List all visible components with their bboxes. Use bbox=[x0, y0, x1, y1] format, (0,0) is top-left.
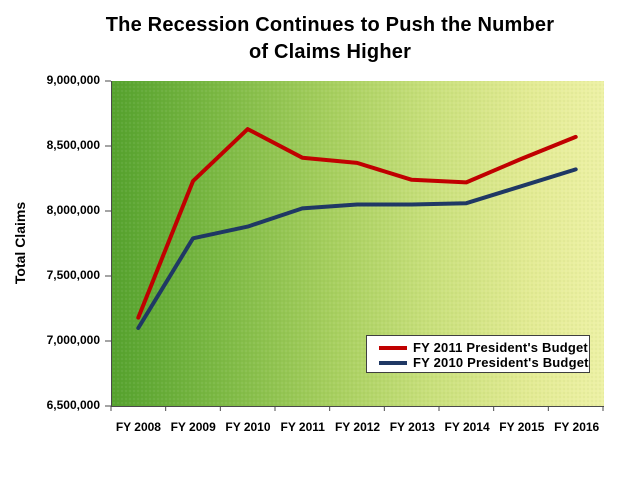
x-tick-label: FY 2009 bbox=[170, 420, 216, 434]
legend-item-fy2011-budget: FY 2011 President's Budget bbox=[379, 340, 588, 355]
x-tick-label: FY 2015 bbox=[499, 420, 545, 434]
y-tick-label: 7,500,000 bbox=[46, 268, 100, 282]
legend-label: FY 2011 President's Budget bbox=[413, 340, 588, 355]
x-tick-label: FY 2008 bbox=[115, 420, 161, 434]
legend-item-fy2010-budget: FY 2010 President's Budget bbox=[379, 355, 588, 370]
x-axis-tick-labels: FY 2008 FY 2009 FY 2010 FY 2011 FY 2012 FY 20… bbox=[111, 420, 604, 434]
legend-label: FY 2010 President's Budget bbox=[413, 355, 589, 370]
chart-title-line2: of Claims Higher bbox=[248, 41, 412, 63]
x-tick-label: FY 2013 bbox=[389, 420, 435, 434]
x-tick-label: FY 2010 bbox=[225, 420, 271, 434]
y-tick-label: 8,000,000 bbox=[46, 203, 100, 217]
chart-title: The Recession Continues to Push the Numb… bbox=[30, 12, 628, 66]
y-tick-label: 7,000,000 bbox=[46, 333, 100, 347]
x-tick-label: FY 2016 bbox=[554, 420, 600, 434]
legend: FY 2011 President's Budget FY 2010 Presi… bbox=[366, 335, 590, 373]
x-tick-label: FY 2012 bbox=[334, 420, 381, 434]
x-tick-label: FY 2011 bbox=[280, 420, 325, 434]
legend-swatch-red-line bbox=[379, 345, 407, 350]
y-tick-label: 6,500,000 bbox=[46, 398, 100, 412]
legend-swatch-navy-line bbox=[379, 360, 407, 365]
x-tick-label: FY 2014 bbox=[444, 420, 490, 434]
y-tick-label: 9,000,000 bbox=[46, 73, 100, 87]
chart-title-line1: The Recession Continues to Push the Numb… bbox=[105, 14, 555, 36]
y-tick-label: 8,500,000 bbox=[46, 138, 100, 152]
